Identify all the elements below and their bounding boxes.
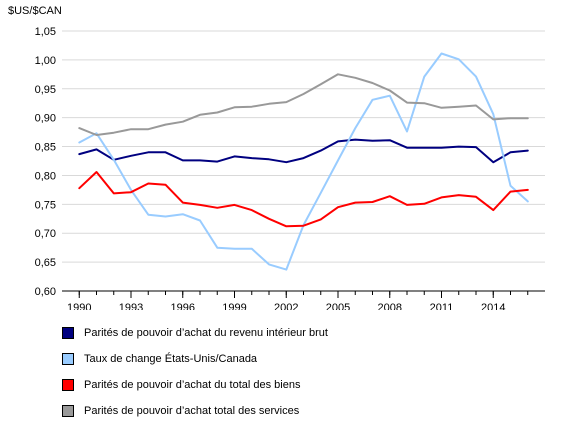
x-tick-label: 2011 bbox=[430, 302, 454, 310]
legend-swatch-exchange-rate bbox=[62, 353, 74, 365]
line-chart: $US/$CAN 0,60 0,65 0,70 0,75 0,80 0,85 0,90 0,9… bbox=[8, 5, 545, 310]
x-tick-label: 2002 bbox=[274, 302, 298, 310]
series-line-2 bbox=[78, 171, 529, 228]
x-tick-label: 1999 bbox=[222, 302, 246, 310]
x-tick-label: 2008 bbox=[378, 302, 402, 310]
x-tick-label: 1996 bbox=[171, 302, 195, 310]
y-tick-label: 0,60 bbox=[35, 286, 56, 298]
gridlines bbox=[62, 30, 545, 292]
legend-label-services-ppp: Parités de pouvoir d’achat total des ser… bbox=[84, 405, 300, 417]
x-tick-label: 2014 bbox=[481, 302, 505, 310]
series-lines bbox=[78, 52, 529, 271]
legend-swatch-services-ppp bbox=[62, 405, 74, 417]
x-tick-label: 1990 bbox=[67, 302, 91, 310]
x-axis: 1990 1993 1996 1999 2002 2005 2008 2011 2014 bbox=[67, 291, 529, 310]
legend-item-exchange-rate: Taux de change États-Unis/Canada bbox=[62, 346, 328, 372]
y-tick-label: 0,80 bbox=[35, 170, 56, 182]
legend-label-gdp-ppp: Parités de pouvoir d’achat du revenu int… bbox=[84, 327, 328, 339]
y-axis-unit-label: $US/$CAN bbox=[8, 5, 62, 17]
legend-label-exchange-rate: Taux de change États-Unis/Canada bbox=[84, 353, 258, 365]
legend-swatch-gdp-ppp bbox=[62, 327, 74, 339]
series-line-0 bbox=[78, 138, 529, 164]
legend-label-goods-ppp: Parités de pouvoir d’achat du total des … bbox=[84, 379, 301, 391]
legend-swatch-goods-ppp bbox=[62, 379, 74, 391]
y-tick-label: 0,70 bbox=[35, 228, 56, 240]
y-tick-label: 0,95 bbox=[35, 84, 56, 96]
y-tick-label: 1,00 bbox=[35, 55, 56, 67]
y-tick-label: 0,75 bbox=[35, 199, 56, 211]
y-tick-label: 0,90 bbox=[35, 113, 56, 125]
legend: Parités de pouvoir d’achat du revenu int… bbox=[62, 320, 328, 424]
x-tick-label: 2005 bbox=[326, 302, 350, 310]
y-tick-label: 0,85 bbox=[35, 142, 56, 154]
x-tick-label: 1993 bbox=[119, 302, 143, 310]
y-tick-label: 1,05 bbox=[35, 26, 56, 38]
legend-item-services-ppp: Parités de pouvoir d’achat total des ser… bbox=[62, 398, 328, 424]
y-tick-label: 0,65 bbox=[35, 257, 56, 269]
legend-item-goods-ppp: Parités de pouvoir d’achat du total des … bbox=[62, 372, 328, 398]
series-line-1 bbox=[78, 52, 529, 271]
y-axis-ticks: 0,60 0,65 0,70 0,75 0,80 0,85 0,90 0,95 1,00 1,05 bbox=[35, 26, 56, 298]
series-line-3 bbox=[78, 73, 529, 136]
legend-item-gdp-ppp: Parités de pouvoir d’achat du revenu int… bbox=[62, 320, 328, 346]
